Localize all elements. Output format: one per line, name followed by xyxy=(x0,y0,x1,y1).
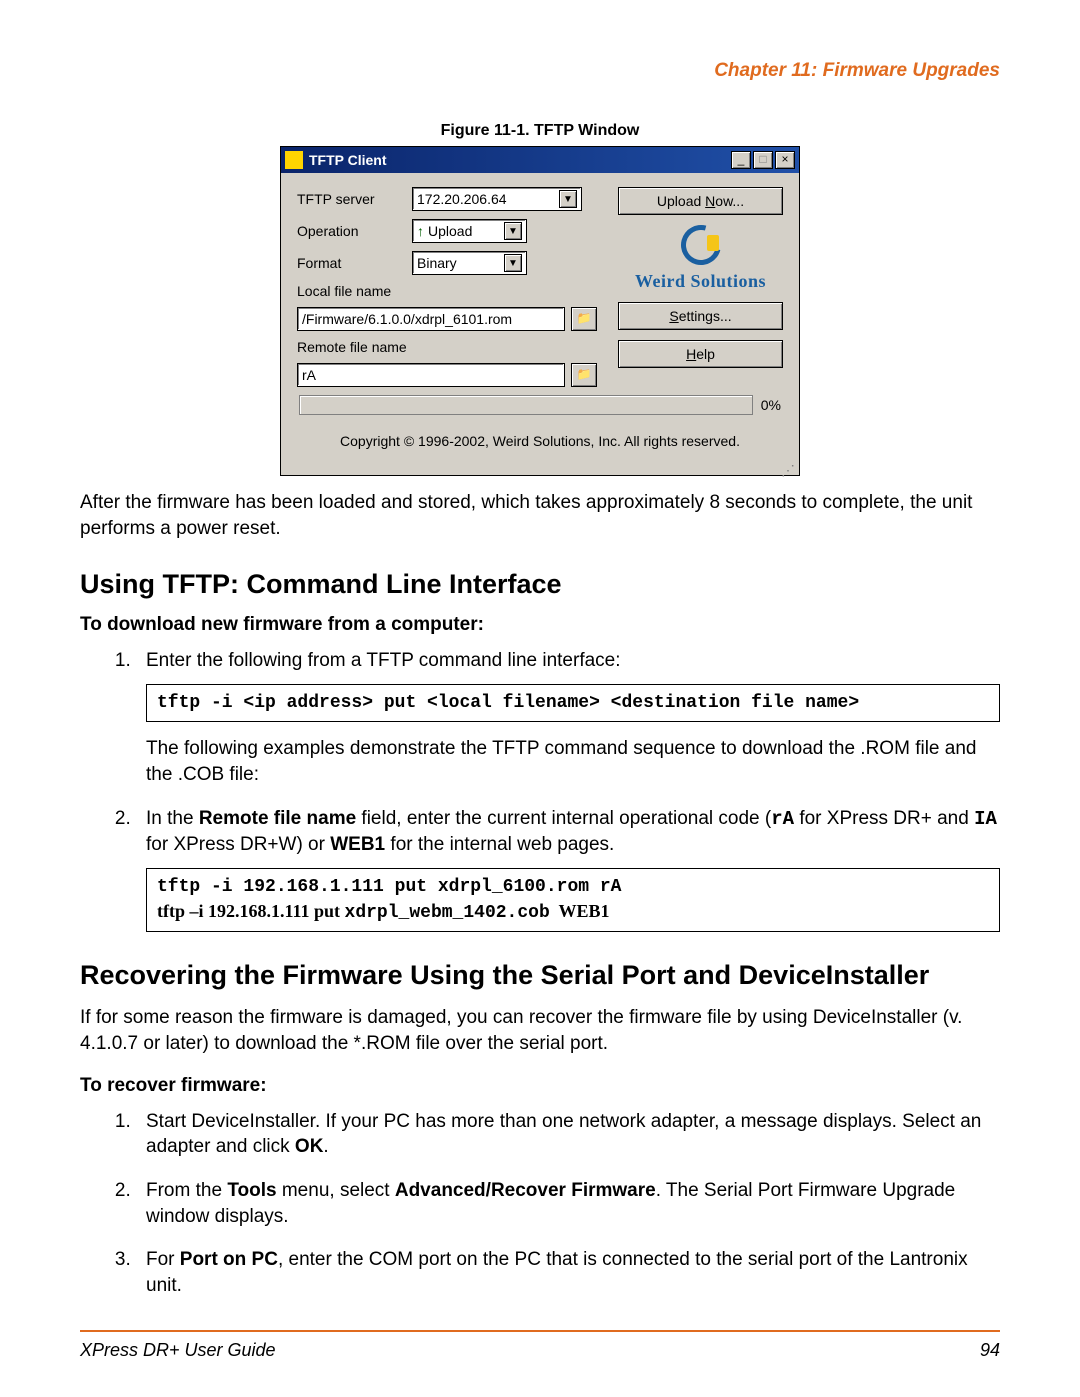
s1s2-t4: for XPress DR+W) or xyxy=(146,834,330,855)
section2-subhead: To recover firmware: xyxy=(80,1075,1000,1097)
s2s1-c: . xyxy=(323,1136,328,1157)
operation-value: Upload xyxy=(428,223,472,239)
s2-step3: For Port on PC, enter the COM port on th… xyxy=(136,1247,1000,1298)
operation-combo[interactable]: ↑Upload ▼ xyxy=(412,219,527,243)
progress-bar xyxy=(299,395,753,415)
figure-caption: Figure 11-1. TFTP Window xyxy=(80,122,1000,140)
localfile-label: Local file name xyxy=(297,283,391,299)
browse-remote-button[interactable]: 📁 xyxy=(571,363,597,387)
format-value: Binary xyxy=(417,255,457,271)
section1-subhead: To download new firmware from a computer… xyxy=(80,614,1000,636)
chapter-header: Chapter 11: Firmware Upgrades xyxy=(80,60,1000,82)
footer-guide: XPress DR+ User Guide xyxy=(80,1340,276,1361)
page-footer: XPress DR+ User Guide 94 xyxy=(80,1330,1000,1361)
chevron-down-icon[interactable]: ▼ xyxy=(504,254,522,272)
s2s3-a: For xyxy=(146,1249,180,1270)
copyright-text: Copyright © 1996-2002, Weird Solutions, … xyxy=(297,415,783,455)
help-button[interactable]: Help xyxy=(618,340,783,368)
code-box-1: tftp -i <ip address> put <local filename… xyxy=(146,684,1000,722)
s2s1-b: OK xyxy=(295,1136,324,1157)
logo-icon xyxy=(681,225,721,265)
code-box-2: tftp -i 192.168.1.111 put xdrpl_6100.rom… xyxy=(146,868,1000,933)
s1s2-b1: Remote file name xyxy=(199,808,356,829)
settings-button[interactable]: Settings... xyxy=(618,302,783,330)
s1s2-m2: IA xyxy=(974,808,997,830)
remotefile-value: rA xyxy=(302,367,316,383)
resize-grip-icon[interactable]: ⋰ xyxy=(281,465,799,475)
tftp-server-combo[interactable]: 172.20.206.64 ▼ xyxy=(412,187,582,211)
code2-line2c: WEB1 xyxy=(550,901,610,921)
s1-step2: In the Remote file name field, enter the… xyxy=(136,806,1000,933)
s2s2-a: From the xyxy=(146,1180,227,1201)
s1s2-b2: WEB1 xyxy=(330,834,385,855)
footer-page-number: 94 xyxy=(980,1340,1000,1361)
maximize-button: □ xyxy=(753,151,773,169)
help-mnemonic: H xyxy=(686,346,696,362)
tftp-window: TFTP Client _ □ × TFTP server 172.20.206… xyxy=(280,146,800,476)
s2s2-d: Advanced/Recover Firmware xyxy=(395,1180,656,1201)
settings-mnemonic: S xyxy=(669,308,678,324)
s1-step1-text: Enter the following from a TFTP command … xyxy=(146,650,621,671)
remotefile-input[interactable]: rA xyxy=(297,363,565,387)
section-tftp-cli-heading: Using TFTP: Command Line Interface xyxy=(80,569,1000,600)
localfile-input[interactable]: /Firmware/6.1.0.0/xdrpl_6101.rom xyxy=(297,307,565,331)
app-icon xyxy=(285,151,303,169)
section2-intro: If for some reason the firmware is damag… xyxy=(80,1005,1000,1056)
progress-value: 0% xyxy=(761,397,781,413)
after-figure-text: After the firmware has been loaded and s… xyxy=(80,490,1000,541)
s1s2-t2: field, enter the current internal operat… xyxy=(356,808,771,829)
localfile-value: /Firmware/6.1.0.0/xdrpl_6101.rom xyxy=(302,311,512,327)
code2-line1: tftp -i 192.168.1.111 put xdrpl_6100.rom… xyxy=(157,877,621,897)
s2s2-c: menu, select xyxy=(277,1180,395,1201)
browse-local-button[interactable]: 📁 xyxy=(571,307,597,331)
window-title: TFTP Client xyxy=(309,152,731,168)
s2s2-b: Tools xyxy=(227,1180,276,1201)
upload-mnemonic: N xyxy=(705,193,715,209)
chevron-down-icon[interactable]: ▼ xyxy=(504,222,522,240)
s1s2-m1: rA xyxy=(771,808,794,830)
s1-step1: Enter the following from a TFTP command … xyxy=(136,648,1000,787)
s1s2-t3: for XPress DR+ and xyxy=(794,808,974,829)
close-button[interactable]: × xyxy=(775,151,795,169)
remotefile-label: Remote file name xyxy=(297,339,407,355)
operation-label: Operation xyxy=(297,223,412,239)
code2-line2b: xdrpl_webm_1402.cob xyxy=(345,903,550,923)
upload-now-button[interactable]: Upload Now... xyxy=(618,187,783,215)
tftp-server-label: TFTP server xyxy=(297,191,412,207)
code2-line2a: tftp –i 192.168.1.111 put xyxy=(157,901,345,921)
tftp-server-value: 172.20.206.64 xyxy=(417,191,507,207)
s2s1-a: Start DeviceInstaller. If your PC has mo… xyxy=(146,1111,981,1158)
format-label: Format xyxy=(297,255,412,271)
minimize-button[interactable]: _ xyxy=(731,151,751,169)
s1s2-t1: In the xyxy=(146,808,199,829)
format-combo[interactable]: Binary ▼ xyxy=(412,251,527,275)
titlebar: TFTP Client _ □ × xyxy=(281,147,799,173)
logo-text: Weird Solutions xyxy=(618,271,783,292)
s2-step2: From the Tools menu, select Advanced/Rec… xyxy=(136,1178,1000,1229)
weird-solutions-logo: Weird Solutions xyxy=(618,225,783,292)
section-recover-heading: Recovering the Firmware Using the Serial… xyxy=(80,960,1000,991)
s1-step1b-text: The following examples demonstrate the T… xyxy=(146,738,976,785)
upload-arrow-icon: ↑ xyxy=(417,223,424,239)
chevron-down-icon[interactable]: ▼ xyxy=(559,190,577,208)
s1s2-t5: for the internal web pages. xyxy=(385,834,614,855)
s2-step1: Start DeviceInstaller. If your PC has mo… xyxy=(136,1109,1000,1160)
s2s3-b: Port on PC xyxy=(180,1249,278,1270)
